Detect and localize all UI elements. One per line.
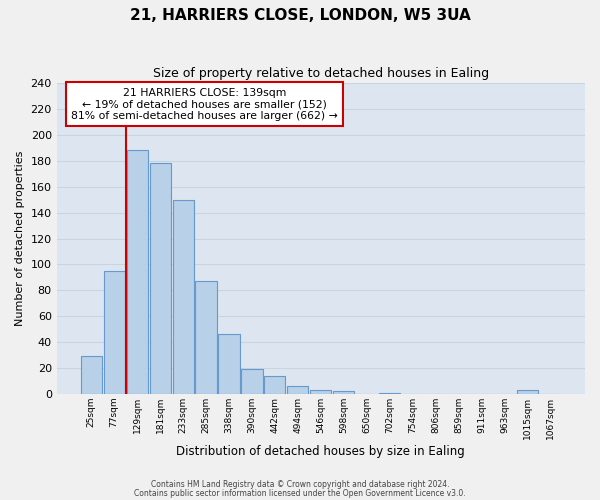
Bar [241,370,263,394]
Bar [196,282,217,394]
X-axis label: Distribution of detached houses by size in Ealing: Distribution of detached houses by size … [176,444,465,458]
Bar [333,392,355,394]
Text: 21, HARRIERS CLOSE, LONDON, W5 3UA: 21, HARRIERS CLOSE, LONDON, W5 3UA [130,8,470,22]
Y-axis label: Number of detached properties: Number of detached properties [15,151,25,326]
Bar [379,392,400,394]
Bar [80,356,102,394]
Bar [265,376,286,394]
Title: Size of property relative to detached houses in Ealing: Size of property relative to detached ho… [153,68,489,80]
Text: Contains HM Land Registry data © Crown copyright and database right 2024.: Contains HM Land Registry data © Crown c… [151,480,449,489]
Bar [127,150,148,394]
Bar [104,271,125,394]
Bar [218,334,239,394]
Bar [173,200,194,394]
Bar [149,164,170,394]
Text: 21 HARRIERS CLOSE: 139sqm
← 19% of detached houses are smaller (152)
81% of semi: 21 HARRIERS CLOSE: 139sqm ← 19% of detac… [71,88,338,121]
Bar [287,386,308,394]
Text: Contains public sector information licensed under the Open Government Licence v3: Contains public sector information licen… [134,490,466,498]
Bar [310,390,331,394]
Bar [517,390,538,394]
